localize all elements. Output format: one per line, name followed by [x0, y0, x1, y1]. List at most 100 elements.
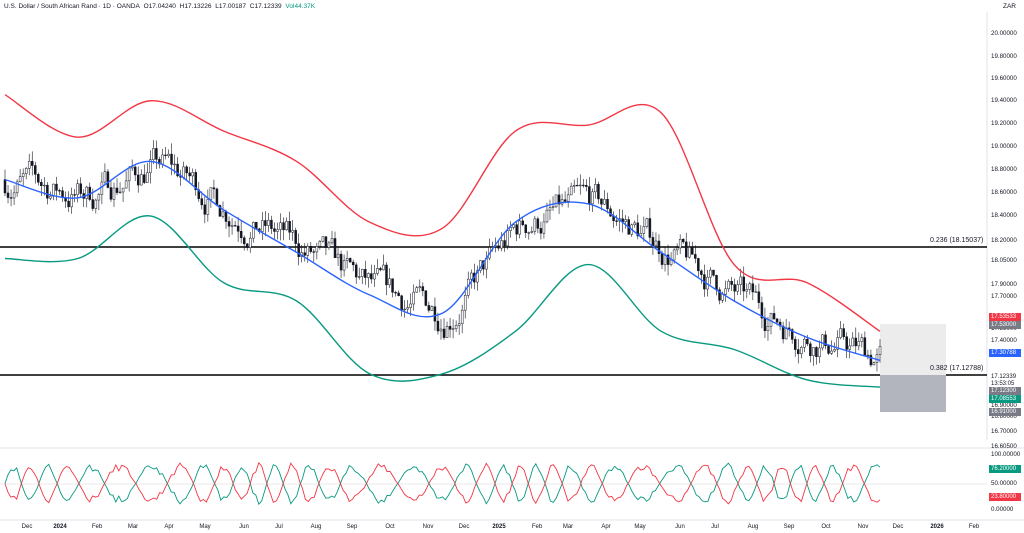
candle [200, 191, 204, 210]
candle [675, 243, 679, 255]
candle [827, 345, 830, 356]
projection-box[interactable] [880, 324, 946, 412]
candle [112, 182, 116, 207]
candle-body [345, 258, 349, 261]
candle-body [373, 273, 376, 280]
candle-body [457, 323, 461, 326]
candle-body [230, 225, 234, 227]
candle-body [769, 313, 773, 327]
candle [739, 268, 742, 295]
time-axis-label: Mar [127, 524, 139, 530]
candle-body [757, 291, 761, 303]
candle [454, 320, 458, 332]
candle [12, 185, 16, 205]
candle [594, 178, 597, 199]
candle [230, 218, 234, 235]
candle-body [236, 225, 240, 232]
candle-body [224, 211, 228, 222]
candle-body [442, 328, 446, 338]
band-line-lower-band [4, 215, 881, 388]
candle [627, 216, 630, 235]
candle-body [772, 313, 776, 320]
candle [872, 361, 876, 366]
candle-body [585, 185, 588, 187]
candle [82, 189, 85, 208]
candle-body [597, 184, 600, 200]
candle [312, 249, 316, 262]
symbol-title[interactable]: U.S. Dollar / South African Rand · 1D · … [4, 3, 140, 10]
candle [533, 215, 537, 235]
candle-body [803, 338, 806, 348]
candle [361, 268, 364, 285]
candle [333, 231, 337, 259]
candle [582, 178, 585, 188]
candle [745, 283, 749, 299]
candle-body [55, 183, 58, 191]
candle-body [666, 254, 670, 265]
candle-body [512, 224, 515, 228]
candle-body [624, 219, 627, 223]
time-axis-label: 2025 [492, 524, 506, 530]
candle-body [688, 247, 691, 258]
candle-body [866, 354, 870, 357]
candle-body [46, 184, 49, 199]
price-tag-projection-bottom: 16.91000 [989, 408, 1021, 416]
candle [309, 241, 313, 254]
candle-body [821, 334, 824, 349]
candle-body [651, 237, 655, 247]
candle-body [133, 166, 137, 176]
fibonacci-lines[interactable] [0, 246, 987, 376]
candle-body [663, 254, 667, 265]
candle [700, 269, 703, 284]
candle-body [188, 172, 191, 177]
candle-body [636, 222, 640, 237]
price-axis-label: 19.40000 [991, 97, 1017, 104]
candle [418, 279, 422, 293]
candle-body [415, 287, 419, 293]
candle-body [554, 194, 558, 208]
candle-body [775, 318, 779, 323]
candle [79, 177, 82, 198]
candle [415, 285, 419, 293]
candle [603, 190, 606, 206]
candle [657, 234, 661, 262]
candle [442, 318, 446, 340]
candle-body [21, 173, 25, 177]
candle-body [203, 204, 207, 215]
candle [270, 215, 273, 235]
candle [815, 346, 818, 365]
candle-body [100, 181, 104, 195]
candle [324, 236, 328, 256]
candle-body [742, 276, 746, 292]
candle-body [639, 233, 643, 237]
candle [760, 296, 764, 329]
price-tag-projection-top: 17.53000 [989, 321, 1021, 329]
candle [684, 232, 688, 261]
candle [691, 241, 694, 255]
currency-button[interactable]: ZAR [1003, 3, 1016, 10]
candle-body [173, 163, 176, 166]
candle [97, 192, 101, 211]
candle-body [24, 167, 28, 174]
candle [357, 267, 361, 280]
candle-body [533, 218, 537, 232]
candle [185, 165, 188, 181]
price-axis-label: 18.40000 [991, 212, 1017, 219]
candle [878, 339, 882, 363]
oscillator-tag-green: 76.20000 [989, 465, 1021, 473]
candle [118, 182, 122, 194]
candle [106, 169, 110, 189]
candle [476, 265, 479, 291]
candle [460, 304, 464, 334]
candle [769, 312, 773, 335]
candle-body [379, 268, 382, 271]
candle-body [660, 253, 664, 265]
candle-body [182, 166, 185, 178]
price-axis-label: 18.60000 [991, 189, 1017, 196]
candle [591, 188, 594, 212]
candle [597, 181, 600, 204]
candle-body [76, 183, 79, 195]
candle-body [397, 292, 400, 297]
candle-body [460, 309, 464, 324]
